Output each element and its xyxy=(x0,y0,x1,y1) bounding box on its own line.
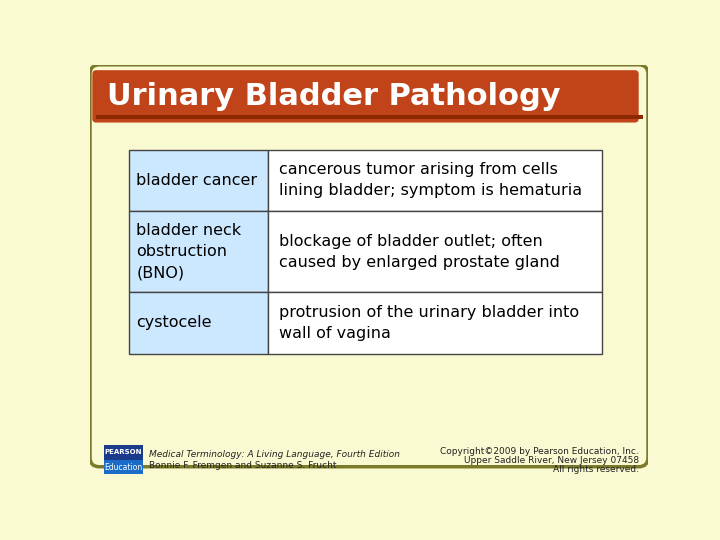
Text: Urinary Bladder Pathology: Urinary Bladder Pathology xyxy=(107,82,561,111)
Text: protrusion of the urinary bladder into
wall of vagina: protrusion of the urinary bladder into w… xyxy=(279,305,579,341)
Bar xyxy=(269,150,601,211)
Bar xyxy=(129,211,269,292)
Text: Copyright©2009 by Pearson Education, Inc.: Copyright©2009 by Pearson Education, Inc… xyxy=(440,447,639,456)
FancyBboxPatch shape xyxy=(90,65,648,467)
Bar xyxy=(104,445,143,460)
Text: Education: Education xyxy=(104,463,143,471)
Bar xyxy=(129,150,269,211)
Bar xyxy=(269,211,601,292)
Bar xyxy=(269,292,601,354)
Text: Upper Saddle River, New Jersey 07458: Upper Saddle River, New Jersey 07458 xyxy=(464,456,639,465)
Text: cancerous tumor arising from cells
lining bladder; symptom is hematuria: cancerous tumor arising from cells linin… xyxy=(279,163,582,198)
Text: PEARSON: PEARSON xyxy=(104,449,142,456)
Text: bladder neck
obstruction
(BNO): bladder neck obstruction (BNO) xyxy=(137,223,242,280)
Text: Bonnie F. Fremgen and Suzanne S. Frucht: Bonnie F. Fremgen and Suzanne S. Frucht xyxy=(149,461,336,470)
Bar xyxy=(129,292,269,354)
Bar xyxy=(104,460,143,475)
Bar xyxy=(96,115,642,119)
Text: blockage of bladder outlet; often
caused by enlarged prostate gland: blockage of bladder outlet; often caused… xyxy=(279,233,560,269)
Text: Medical Terminology: A Living Language, Fourth Edition: Medical Terminology: A Living Language, … xyxy=(149,450,400,459)
Text: bladder cancer: bladder cancer xyxy=(137,173,258,188)
FancyBboxPatch shape xyxy=(92,70,639,123)
Text: All rights reserved.: All rights reserved. xyxy=(553,465,639,474)
Text: cystocele: cystocele xyxy=(137,315,212,330)
